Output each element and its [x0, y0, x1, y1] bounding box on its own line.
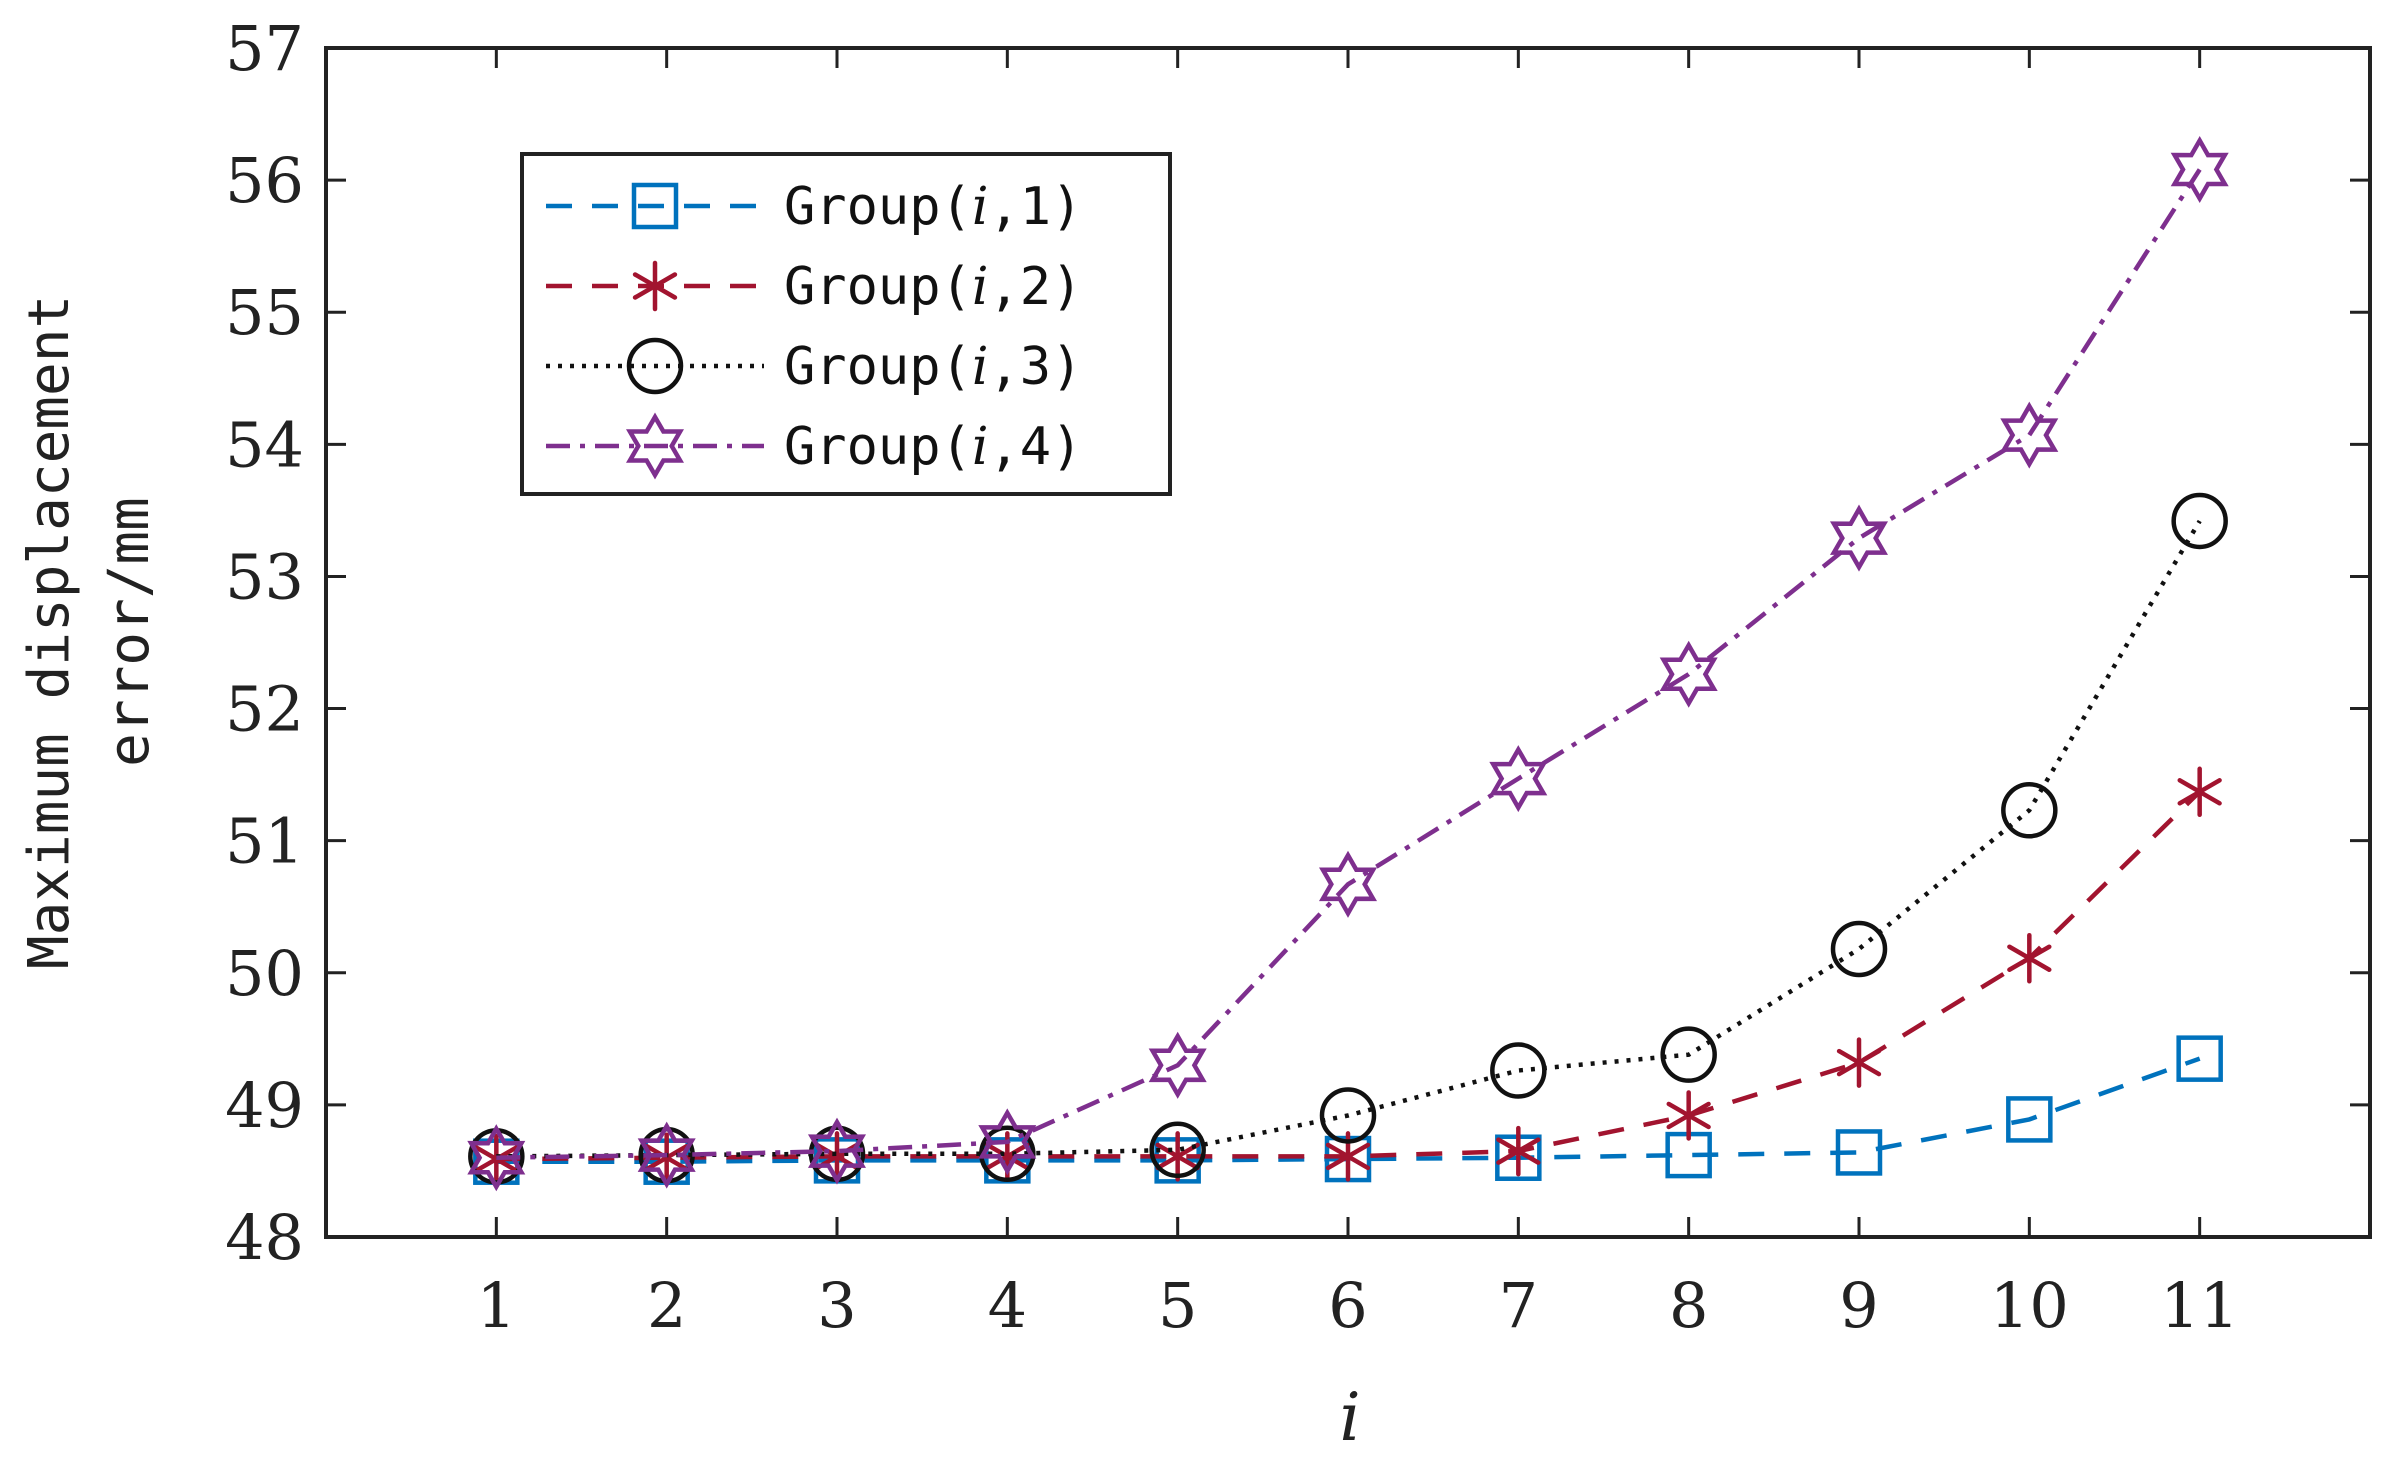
series-4-point — [467, 1124, 526, 1192]
series-4-point — [1659, 640, 1718, 708]
legend-label-2: Group(i,2) — [784, 257, 1082, 317]
x-tick-label: 4 — [988, 1269, 1027, 1342]
y-tick-label: 55 — [225, 276, 304, 349]
series-4-line — [496, 168, 2202, 1160]
series-4-point — [978, 1108, 1037, 1176]
series-2-point — [1496, 1125, 1541, 1177]
series-4 — [467, 135, 2229, 1192]
x-tick-label: 1 — [477, 1269, 516, 1342]
series-2-point — [1836, 1037, 1882, 1088]
x-axis-title: i — [1339, 1379, 1360, 1456]
legend: Group(i,1) Group(i,2) Group(i,3) Group(i,4) — [520, 152, 1172, 496]
y-tick-label: 57 — [225, 12, 304, 85]
legend-label-3: Group(i,3) — [784, 337, 1082, 397]
series-3-point — [1660, 1026, 1717, 1083]
series-4-point — [2000, 401, 2059, 469]
series-3-line — [496, 519, 2202, 1159]
legend-box — [520, 152, 1172, 496]
series-3-point — [1149, 1121, 1206, 1179]
y-tick-label: 49 — [225, 1069, 304, 1142]
series-2-point — [1155, 1131, 1200, 1182]
series-4-point — [637, 1121, 696, 1189]
series-4-point — [807, 1117, 867, 1185]
series-1-point — [2006, 1096, 2053, 1143]
series-2-point — [644, 1132, 689, 1183]
y-tick-label: 52 — [225, 673, 304, 746]
y-axis-title-line1: Maximum displacement — [17, 295, 82, 969]
legend-marker-4 — [625, 412, 685, 480]
x-tick-label: 2 — [647, 1269, 686, 1342]
series-1-point — [2176, 1035, 2223, 1082]
series-4-point — [1489, 745, 1548, 813]
x-tick-label: 3 — [817, 1269, 856, 1342]
y-tick-label: 51 — [225, 805, 304, 878]
series-2-point — [1666, 1090, 1711, 1141]
legend-marker-1 — [631, 182, 679, 230]
series-4-point — [1829, 504, 1889, 572]
y-tick-label: 54 — [225, 408, 304, 481]
legend-marker-2 — [632, 260, 678, 312]
x-tick-label: 7 — [1499, 1269, 1538, 1342]
x-tick-label: 6 — [1328, 1269, 1367, 1342]
x-tick-label: 5 — [1158, 1269, 1197, 1342]
series-4-point — [1148, 1031, 1207, 1099]
series-3-point — [2001, 782, 2058, 839]
series-2 — [474, 766, 2222, 1185]
series-3-point — [2171, 492, 2228, 550]
x-tick-label: 9 — [1839, 1269, 1878, 1342]
y-axis-title-line2: error/mm — [97, 497, 162, 767]
x-tick-label: 10 — [1990, 1269, 2069, 1342]
series-1-point — [1835, 1129, 1883, 1176]
y-tick-label: 53 — [225, 540, 304, 613]
series-4-point — [2170, 135, 2229, 204]
legend-label-1: Group(i,1) — [784, 177, 1082, 237]
x-tick-label: 8 — [1669, 1269, 1708, 1342]
x-tick-label: 11 — [2160, 1269, 2239, 1342]
y-tick-label: 50 — [225, 937, 304, 1010]
series-2-point — [2007, 932, 2052, 984]
legend-marker-3 — [626, 337, 684, 395]
series-3-point — [1319, 1087, 1377, 1144]
series-3-point — [1490, 1042, 1547, 1099]
y-tick-label: 48 — [225, 1201, 304, 1274]
y-tick-label: 56 — [225, 144, 304, 217]
series-3-point — [1830, 920, 1888, 978]
series-2-point — [2177, 766, 2222, 818]
legend-label-4: Group(i,4) — [784, 417, 1082, 477]
series-4-point — [1318, 850, 1378, 918]
